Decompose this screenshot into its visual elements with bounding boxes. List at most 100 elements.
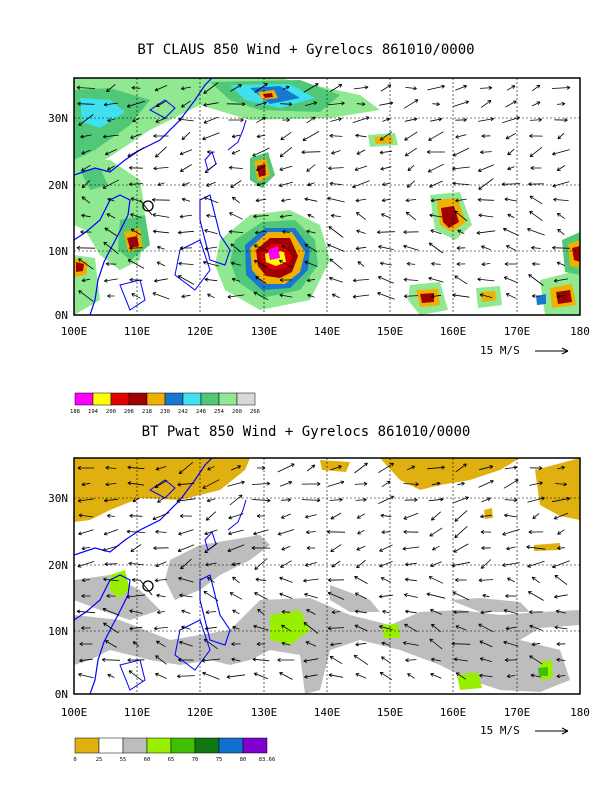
wind-vector xyxy=(355,642,367,647)
wind-vector xyxy=(503,276,518,284)
wind-vector xyxy=(479,293,493,298)
wind-vector xyxy=(430,229,442,235)
wind-vector xyxy=(153,133,169,139)
y-tick: 10N xyxy=(48,625,68,638)
wind-vector xyxy=(504,513,518,518)
wind-vector xyxy=(555,609,566,614)
wind-vector xyxy=(552,496,571,503)
wind-vector xyxy=(155,466,167,471)
wind-vector xyxy=(356,559,366,569)
wind-vector xyxy=(354,609,367,614)
y-tick: 30N xyxy=(48,492,68,505)
wind-vector xyxy=(126,594,146,599)
legend-label: 70 xyxy=(192,757,199,763)
wind-vector xyxy=(552,149,570,156)
wind-vector xyxy=(531,84,541,92)
wind-vector xyxy=(382,182,390,187)
wind-vector xyxy=(505,245,516,251)
wind-vector xyxy=(77,465,95,470)
x-tick: 120E xyxy=(187,706,214,719)
wind-vector xyxy=(77,561,95,568)
wind-vector xyxy=(553,512,569,520)
wind-vector xyxy=(176,498,196,503)
wind-vector xyxy=(127,465,145,470)
wind-vector xyxy=(106,513,115,518)
wind-vector xyxy=(529,195,543,205)
wind-vector xyxy=(177,544,195,553)
wind-vector xyxy=(106,593,116,599)
top-grid xyxy=(74,78,580,315)
legend-label: 25 xyxy=(96,757,103,763)
wind-vector xyxy=(251,545,271,550)
wind-vector xyxy=(156,261,166,267)
wind-vector xyxy=(306,164,316,172)
wind-vector xyxy=(307,293,315,298)
wind-vector xyxy=(403,294,418,299)
wind-vector xyxy=(529,655,543,665)
wind-vector xyxy=(327,101,345,106)
wind-vector xyxy=(455,625,467,631)
wind-vector xyxy=(502,227,519,236)
wind-vector xyxy=(480,610,492,615)
wind-vector xyxy=(476,230,496,235)
wind-vector xyxy=(430,294,442,299)
wind-vector xyxy=(205,610,217,615)
legend-label: 60 xyxy=(144,757,151,763)
wind-vector xyxy=(355,497,367,502)
wind-vector xyxy=(81,546,91,551)
wind-vector xyxy=(102,179,120,189)
wind-vector xyxy=(130,133,142,139)
wind-vector xyxy=(455,84,468,91)
wind-vector xyxy=(179,246,193,251)
wind-vector xyxy=(479,657,492,662)
wind-vector xyxy=(178,576,194,583)
wind-vector xyxy=(427,465,445,470)
wind-vector xyxy=(530,165,542,171)
wind-vector xyxy=(229,212,243,220)
legend-swatch xyxy=(218,392,238,406)
wind-vector xyxy=(181,197,191,202)
wind-vector xyxy=(530,117,543,122)
wind-vector xyxy=(207,465,215,471)
wind-vector xyxy=(306,609,316,615)
wind-vector xyxy=(405,211,417,221)
wind-vector xyxy=(76,609,96,614)
wind-vector xyxy=(202,260,219,267)
wind-vector xyxy=(252,147,270,157)
wind-vector xyxy=(403,512,419,520)
wind-vector xyxy=(355,133,367,138)
wind-vector xyxy=(431,481,441,486)
bottom-map-panel: 100E 110E 120E 130E 140E 150E 160E 170E … xyxy=(48,457,590,763)
wind-vector xyxy=(228,117,244,123)
wind-vector xyxy=(205,511,217,521)
wind-vector xyxy=(278,181,294,188)
vector-reference-arrow xyxy=(535,727,569,735)
wind-vector xyxy=(377,276,394,284)
wind-vector xyxy=(557,132,565,140)
wind-vector xyxy=(432,545,440,551)
wind-vector xyxy=(104,149,117,156)
wind-vector xyxy=(432,102,440,107)
wind-vector xyxy=(403,529,419,534)
wind-vector xyxy=(556,674,566,679)
top-color-legend: 188 194 200 206 218 230 242 248 254 260 266 xyxy=(70,392,260,415)
legend-swatch xyxy=(98,737,124,754)
wind-vector xyxy=(126,100,146,108)
wind-vector xyxy=(378,462,394,474)
wind-vector xyxy=(457,481,465,486)
wind-vector xyxy=(131,293,141,299)
legend-swatch xyxy=(194,737,220,754)
top-panel-title: BT CLAUS 850 Wind + Gyrelocs 861010/0000 xyxy=(137,42,475,58)
wind-vector xyxy=(206,149,215,155)
wind-vector xyxy=(406,261,416,266)
bottom-grid xyxy=(74,458,580,694)
wind-vector xyxy=(105,261,117,266)
wind-vector xyxy=(204,277,218,282)
wind-vector xyxy=(179,164,192,172)
wind-vector xyxy=(255,101,267,106)
wind-vector xyxy=(253,672,269,680)
wind-vector xyxy=(279,278,293,283)
wind-vector xyxy=(528,530,544,535)
wind-vector xyxy=(152,229,169,234)
wind-vector xyxy=(81,278,91,283)
